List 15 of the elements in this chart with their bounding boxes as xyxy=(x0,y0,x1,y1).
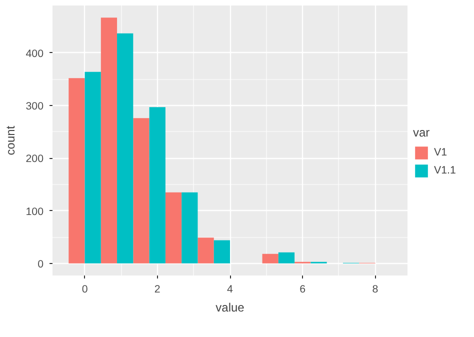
x-tick-label: 4 xyxy=(227,284,234,296)
legend-label: V1.1 xyxy=(434,164,456,176)
legend-label: V1 xyxy=(434,146,448,158)
x-axis-title: value xyxy=(216,300,245,314)
x-tick-label: 8 xyxy=(372,284,378,296)
y-tick-label: 400 xyxy=(26,48,44,60)
x-tick-label: 0 xyxy=(82,284,88,296)
y-tick-label: 200 xyxy=(26,153,44,166)
y-tick-label: 0 xyxy=(38,258,44,270)
y-tick-label: 100 xyxy=(26,206,44,218)
x-tick-label: 6 xyxy=(300,284,306,296)
x-tick-label: 2 xyxy=(154,284,160,296)
y-axis-title: count xyxy=(4,125,18,156)
y-tick-label: 300 xyxy=(26,100,44,112)
legend-title: var xyxy=(413,125,431,139)
